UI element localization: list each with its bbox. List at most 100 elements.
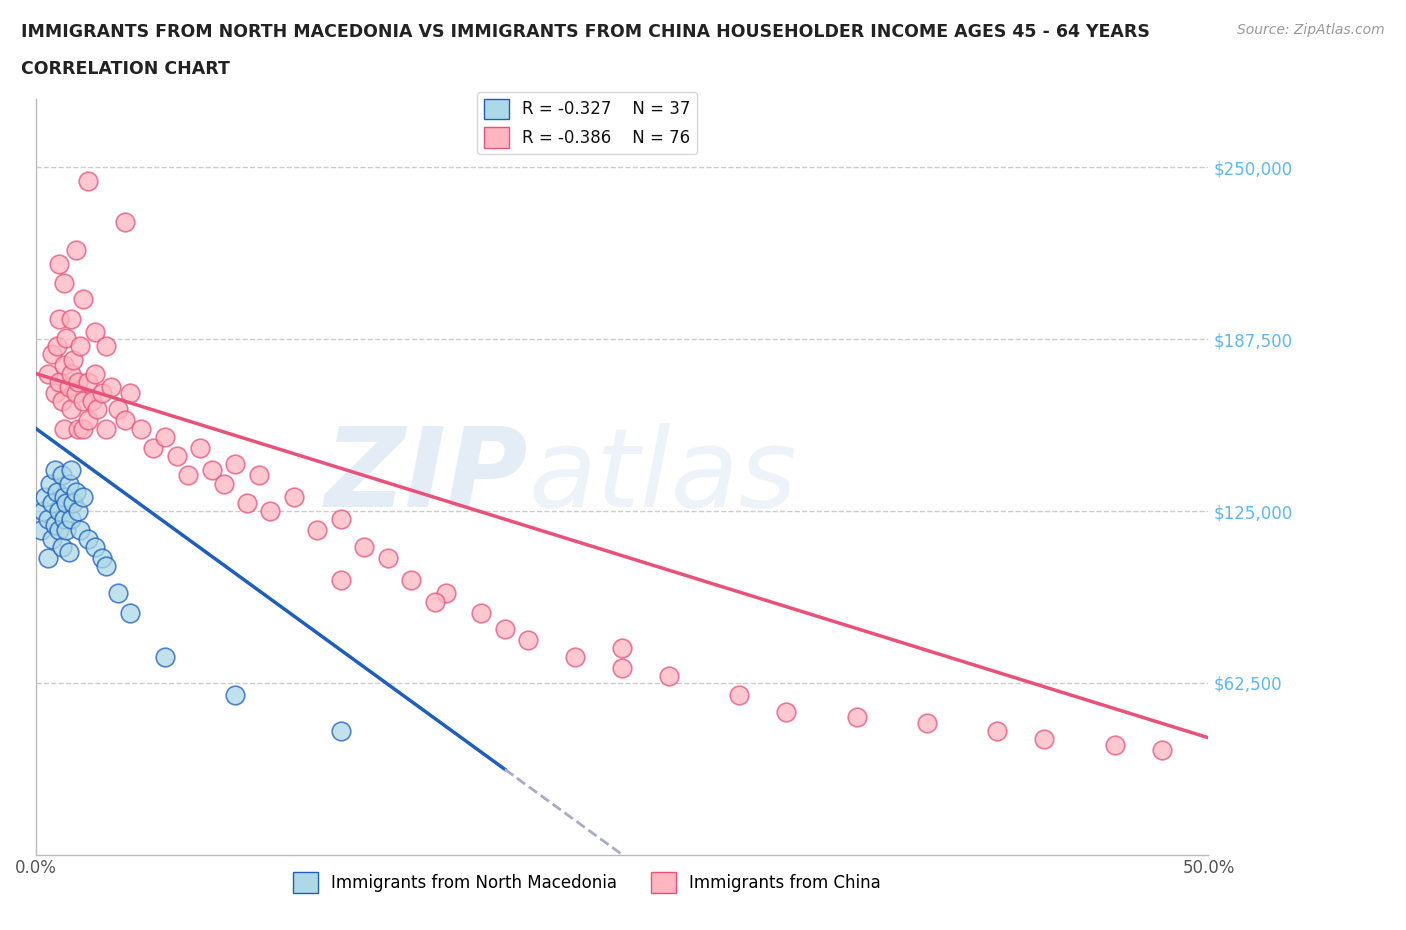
Point	[612, 660, 634, 675]
Point	[55, 330, 77, 345]
Point	[58, 545, 80, 560]
Point	[76, 174, 98, 189]
Point	[82, 393, 104, 408]
Point	[41, 496, 63, 511]
Point	[114, 215, 136, 230]
Point	[44, 517, 66, 532]
Point	[96, 421, 118, 436]
Point	[51, 539, 73, 554]
Point	[53, 490, 76, 505]
Point	[72, 490, 94, 505]
Point	[494, 622, 516, 637]
Point	[658, 669, 681, 684]
Point	[51, 468, 73, 483]
Point	[90, 551, 112, 565]
Point	[845, 710, 868, 724]
Point	[41, 531, 63, 546]
Point	[986, 724, 1008, 738]
Point	[399, 572, 422, 587]
Point	[60, 462, 83, 477]
Point	[48, 523, 70, 538]
Legend: Immigrants from North Macedonia, Immigrants from China: Immigrants from North Macedonia, Immigra…	[287, 866, 887, 899]
Point	[247, 468, 270, 483]
Point	[69, 523, 91, 538]
Point	[67, 421, 90, 436]
Point	[86, 402, 108, 417]
Point	[564, 649, 586, 664]
Point	[353, 539, 375, 554]
Point	[83, 325, 105, 339]
Point	[775, 704, 797, 719]
Text: ZIP: ZIP	[325, 423, 529, 530]
Text: CORRELATION CHART: CORRELATION CHART	[21, 60, 231, 78]
Point	[423, 594, 446, 609]
Point	[62, 352, 84, 367]
Point	[114, 413, 136, 428]
Point	[1104, 737, 1126, 752]
Point	[51, 393, 73, 408]
Point	[39, 476, 62, 491]
Point	[53, 358, 76, 373]
Point	[65, 485, 87, 499]
Point	[329, 572, 352, 587]
Point	[58, 379, 80, 394]
Point	[76, 375, 98, 390]
Point	[72, 292, 94, 307]
Point	[107, 586, 129, 601]
Point	[34, 490, 56, 505]
Point	[44, 385, 66, 400]
Point	[30, 523, 52, 538]
Point	[76, 531, 98, 546]
Point	[72, 393, 94, 408]
Point	[212, 476, 235, 491]
Point	[83, 366, 105, 381]
Point	[329, 724, 352, 738]
Point	[46, 339, 69, 353]
Point	[58, 476, 80, 491]
Point	[65, 385, 87, 400]
Point	[55, 523, 77, 538]
Point	[72, 421, 94, 436]
Point	[100, 379, 122, 394]
Point	[118, 385, 141, 400]
Point	[307, 523, 329, 538]
Point	[60, 402, 83, 417]
Point	[201, 462, 224, 477]
Point	[96, 339, 118, 353]
Point	[53, 275, 76, 290]
Point	[60, 512, 83, 526]
Point	[69, 339, 91, 353]
Point	[728, 688, 751, 703]
Point	[48, 503, 70, 518]
Point	[153, 430, 176, 445]
Point	[612, 641, 634, 656]
Point	[62, 496, 84, 511]
Point	[1033, 732, 1056, 747]
Point	[53, 512, 76, 526]
Point	[166, 448, 188, 463]
Point	[37, 366, 59, 381]
Point	[37, 512, 59, 526]
Point	[44, 462, 66, 477]
Point	[188, 440, 211, 455]
Point	[153, 649, 176, 664]
Point	[259, 503, 281, 518]
Point	[65, 243, 87, 258]
Point	[60, 366, 83, 381]
Point	[517, 632, 540, 647]
Point	[41, 347, 63, 362]
Point	[53, 421, 76, 436]
Point	[142, 440, 165, 455]
Point	[48, 375, 70, 390]
Text: IMMIGRANTS FROM NORTH MACEDONIA VS IMMIGRANTS FROM CHINA HOUSEHOLDER INCOME AGES: IMMIGRANTS FROM NORTH MACEDONIA VS IMMIG…	[21, 23, 1150, 41]
Point	[177, 468, 200, 483]
Point	[236, 496, 259, 511]
Point	[48, 312, 70, 326]
Point	[48, 256, 70, 271]
Point	[46, 485, 69, 499]
Point	[224, 457, 246, 472]
Point	[55, 496, 77, 511]
Point	[131, 421, 153, 436]
Point	[107, 402, 129, 417]
Point	[67, 503, 90, 518]
